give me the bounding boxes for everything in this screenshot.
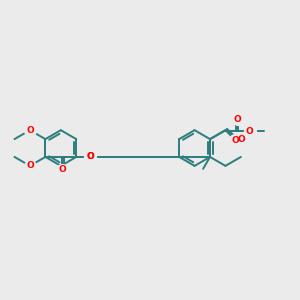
Text: O: O [234,115,242,124]
Text: O: O [232,136,239,145]
Text: O: O [26,161,34,170]
Text: O: O [26,126,34,135]
Text: O: O [86,152,94,161]
Text: O: O [86,152,94,161]
Text: O: O [246,127,254,136]
Text: O: O [237,135,245,144]
Text: O: O [58,165,66,174]
